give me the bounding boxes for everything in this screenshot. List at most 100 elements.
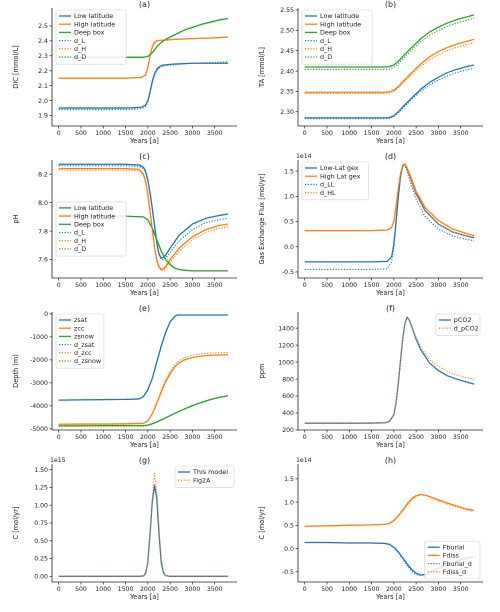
y-tick-label: 1400 — [278, 325, 294, 332]
legend-entry: zsat — [74, 316, 88, 324]
y-tick-label: 0.0 — [284, 546, 294, 553]
x-tick-label: 500 — [75, 130, 87, 137]
legend-entry: zsnow — [74, 333, 94, 341]
series-line-fig2a — [58, 472, 229, 577]
x-tick-label: 1500 — [364, 434, 380, 441]
legend-entry: Deep box — [74, 221, 105, 229]
x-tick-label: 2000 — [386, 130, 402, 137]
legend-entry: pCO2 — [454, 316, 472, 324]
x-tick-label: 2000 — [386, 434, 402, 441]
x-tick-label: 1000 — [95, 586, 111, 593]
x-tick-label: 3000 — [185, 282, 201, 289]
y-tick-label: 0.5 — [284, 219, 294, 226]
y-tick-label: 2.5 — [38, 23, 48, 30]
legend-entry: Deep box — [74, 29, 105, 37]
x-tick-label: 0 — [303, 434, 307, 441]
x-tick-label: 3500 — [207, 434, 223, 441]
y-tick-label: 1000 — [278, 359, 294, 366]
x-axis-label: Years [a] — [129, 593, 159, 601]
y-tick-label: 0.25 — [34, 556, 48, 563]
x-tick-label: 0 — [303, 282, 307, 289]
y-tick-label: 2.3 — [38, 53, 48, 60]
x-tick-label: 1000 — [341, 282, 357, 289]
x-tick-label: 1000 — [95, 130, 111, 137]
legend-entry: Low latitude — [74, 12, 113, 20]
y-tick-label: 1.00 — [34, 502, 48, 509]
x-axis-label: Years [a] — [129, 289, 159, 297]
panel-b: (b) 0 500 1000 1500 2000 2500 3000 3500 2.30 2.35 2… — [258, 0, 483, 145]
legend-entry: High latitude — [74, 212, 115, 220]
y-axis-label: Depth (m) — [12, 354, 20, 388]
y-tick-label: 2.55 — [280, 7, 294, 14]
legend-box — [301, 161, 369, 201]
x-tick-label: 2000 — [386, 586, 402, 593]
legend-entry: d_HL — [320, 189, 336, 197]
x-tick-label: 1500 — [118, 434, 134, 441]
y-tick-label: 2.1 — [38, 83, 48, 90]
series-line-d-h — [304, 42, 475, 94]
legend-entry: d_D — [74, 53, 86, 61]
x-tick-label: 1500 — [118, 282, 134, 289]
x-tick-label: 2500 — [162, 282, 178, 289]
legend-entry: d_zsnow — [74, 357, 101, 365]
x-axis-label: Years [a] — [375, 593, 405, 601]
panel-g: (g) 0 500 1000 1500 2000 2500 3000 3500 0.00 0.25 0… — [12, 456, 237, 601]
legend-entry: d_zcc — [74, 349, 92, 357]
legend-box — [424, 540, 481, 580]
panel-c: (c) 0 500 1000 1500 2000 2500 3000 3500 7.6 7.8 8.0… — [12, 152, 237, 297]
y-tick-label: 1.5 — [284, 476, 294, 483]
legend-entry: Low latitude — [320, 12, 359, 20]
y-tick-label: 800 — [282, 376, 294, 383]
legend-entry: d_zsat — [74, 341, 95, 349]
chart-title: (b) — [385, 0, 396, 9]
x-tick-label: 0 — [57, 586, 61, 593]
y-tick-label: 200 — [282, 427, 294, 434]
x-tick-label: 3500 — [207, 130, 223, 137]
chart-title: (a) — [139, 0, 150, 9]
legend-entry: d_D — [320, 53, 332, 61]
x-tick-label: 3500 — [207, 282, 223, 289]
chart-title: (h) — [385, 456, 396, 465]
x-tick-label: 1000 — [341, 586, 357, 593]
x-tick-label: 2500 — [162, 586, 178, 593]
legend-entry: High latitude — [320, 20, 361, 28]
y-tick-label: -0.5 — [282, 269, 294, 276]
x-tick-label: 2500 — [408, 586, 424, 593]
x-tick-label: 1000 — [95, 434, 111, 441]
y-tick-label: 600 — [282, 393, 294, 400]
x-tick-label: 2000 — [386, 282, 402, 289]
y-tick-label: 1.0 — [284, 499, 294, 506]
series-line-deep-box — [304, 14, 475, 68]
legend-entry: High latitude — [74, 20, 115, 28]
y-tick-label: 1.50 — [34, 467, 48, 474]
x-tick-label: 1000 — [341, 434, 357, 441]
legend-entry: Deep box — [320, 29, 351, 37]
series-line-d-h — [58, 169, 229, 272]
series-line-fdiss — [304, 494, 475, 527]
series-line-d-zcc — [58, 351, 229, 426]
legend-box — [55, 313, 105, 369]
y-tick-label: 2.40 — [280, 68, 294, 75]
x-tick-label: 3500 — [453, 130, 469, 137]
x-tick-label: 500 — [321, 130, 333, 137]
y-tick-label: 1.25 — [34, 485, 48, 492]
legend-entry: d_pCO2 — [454, 324, 479, 332]
chart-title: (c) — [139, 152, 150, 161]
y-tick-label: 2.2 — [38, 68, 48, 75]
legend-entry: d_H — [74, 237, 86, 245]
x-tick-label: 1500 — [364, 586, 380, 593]
x-tick-label: 3000 — [431, 282, 447, 289]
x-tick-label: 3500 — [453, 586, 469, 593]
legend-entry: d_L — [320, 37, 331, 45]
axis-multiplier: 1e15 — [50, 457, 66, 464]
x-axis-label: Years [a] — [129, 441, 159, 449]
chart-title: (e) — [139, 304, 150, 313]
y-tick-label: -4000 — [30, 403, 48, 410]
x-tick-label: 2000 — [140, 434, 156, 441]
legend-entry: High Lat gex — [320, 172, 361, 180]
